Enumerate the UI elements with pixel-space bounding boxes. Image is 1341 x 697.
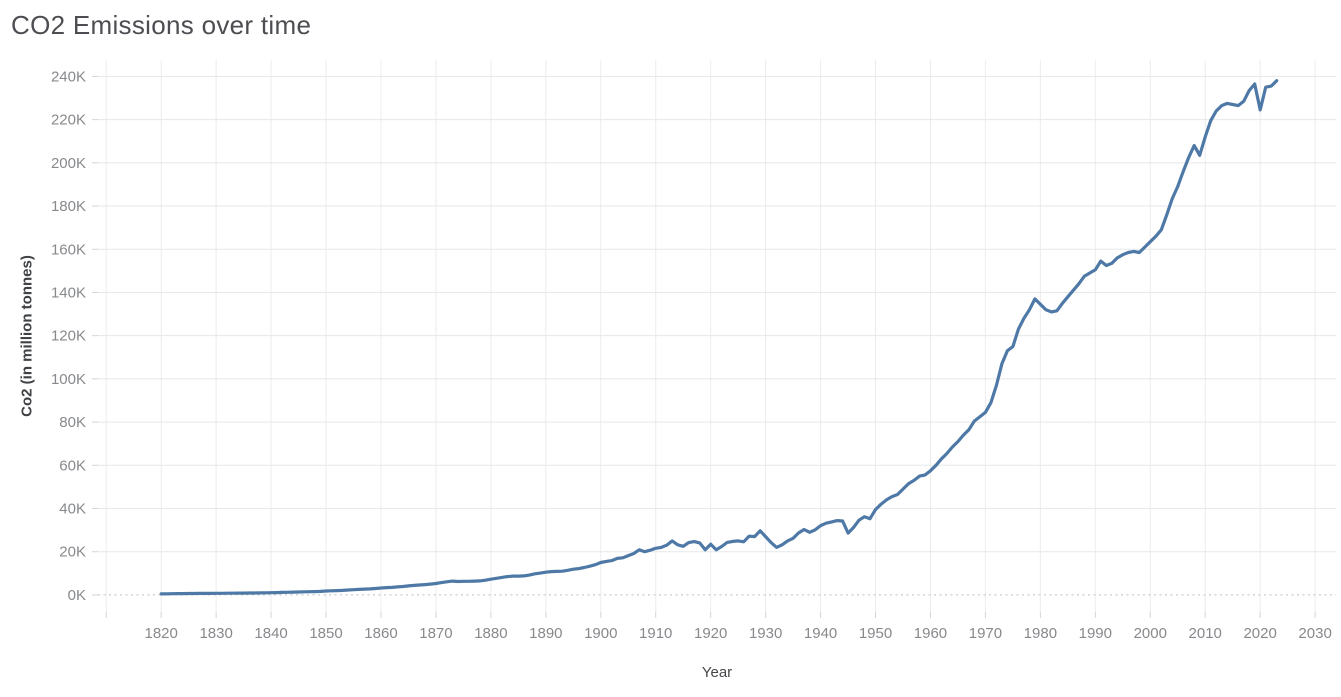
y-tick-label: 160K: [51, 241, 86, 258]
y-tick-label: 240K: [51, 68, 86, 85]
x-tick-label: 1890: [529, 625, 562, 642]
x-tick-label: 1820: [145, 625, 178, 642]
x-tick-label: 1940: [804, 625, 837, 642]
y-tick-label: 80K: [59, 414, 86, 431]
x-tick-label: 1830: [199, 625, 232, 642]
x-tick-label: 1990: [1079, 625, 1112, 642]
x-tick-label: 1980: [1024, 625, 1057, 642]
y-tick-label: 20K: [59, 544, 86, 561]
x-tick-label: 1920: [694, 625, 727, 642]
co2-line[interactable]: [159, 79, 1279, 596]
y-tick-label: 100K: [51, 371, 86, 388]
x-tick-label: 1860: [364, 625, 397, 642]
x-tick-label: 1970: [969, 625, 1002, 642]
y-tick-label: 220K: [51, 112, 86, 129]
x-tick-label: 2030: [1298, 625, 1331, 642]
x-tick-label: 1880: [474, 625, 507, 642]
x-tick-label: 1930: [749, 625, 782, 642]
x-tick-label: 1850: [309, 625, 342, 642]
x-tick-label: 2000: [1134, 625, 1167, 642]
x-tick-label: 1960: [914, 625, 947, 642]
y-tick-label: 0K: [68, 587, 86, 604]
x-tick-label: 1840: [254, 625, 287, 642]
x-tick-label: 1870: [419, 625, 452, 642]
x-tick-label: 1910: [639, 625, 672, 642]
y-tick-label: 140K: [51, 284, 86, 301]
x-tick-label: 1950: [859, 625, 892, 642]
y-tick-label: 40K: [59, 501, 86, 518]
x-axis-title: Year: [701, 664, 733, 681]
y-tick-label: 200K: [51, 155, 86, 172]
y-tick-label: 60K: [59, 457, 86, 474]
x-tick-label: 2020: [1243, 625, 1276, 642]
x-tick-label: 1900: [584, 625, 617, 642]
x-tick-label: 2010: [1189, 625, 1222, 642]
y-tick-label: 180K: [51, 198, 86, 215]
chart-title: CO2 Emissions over time: [11, 10, 312, 40]
y-tick-label: 120K: [51, 328, 86, 345]
